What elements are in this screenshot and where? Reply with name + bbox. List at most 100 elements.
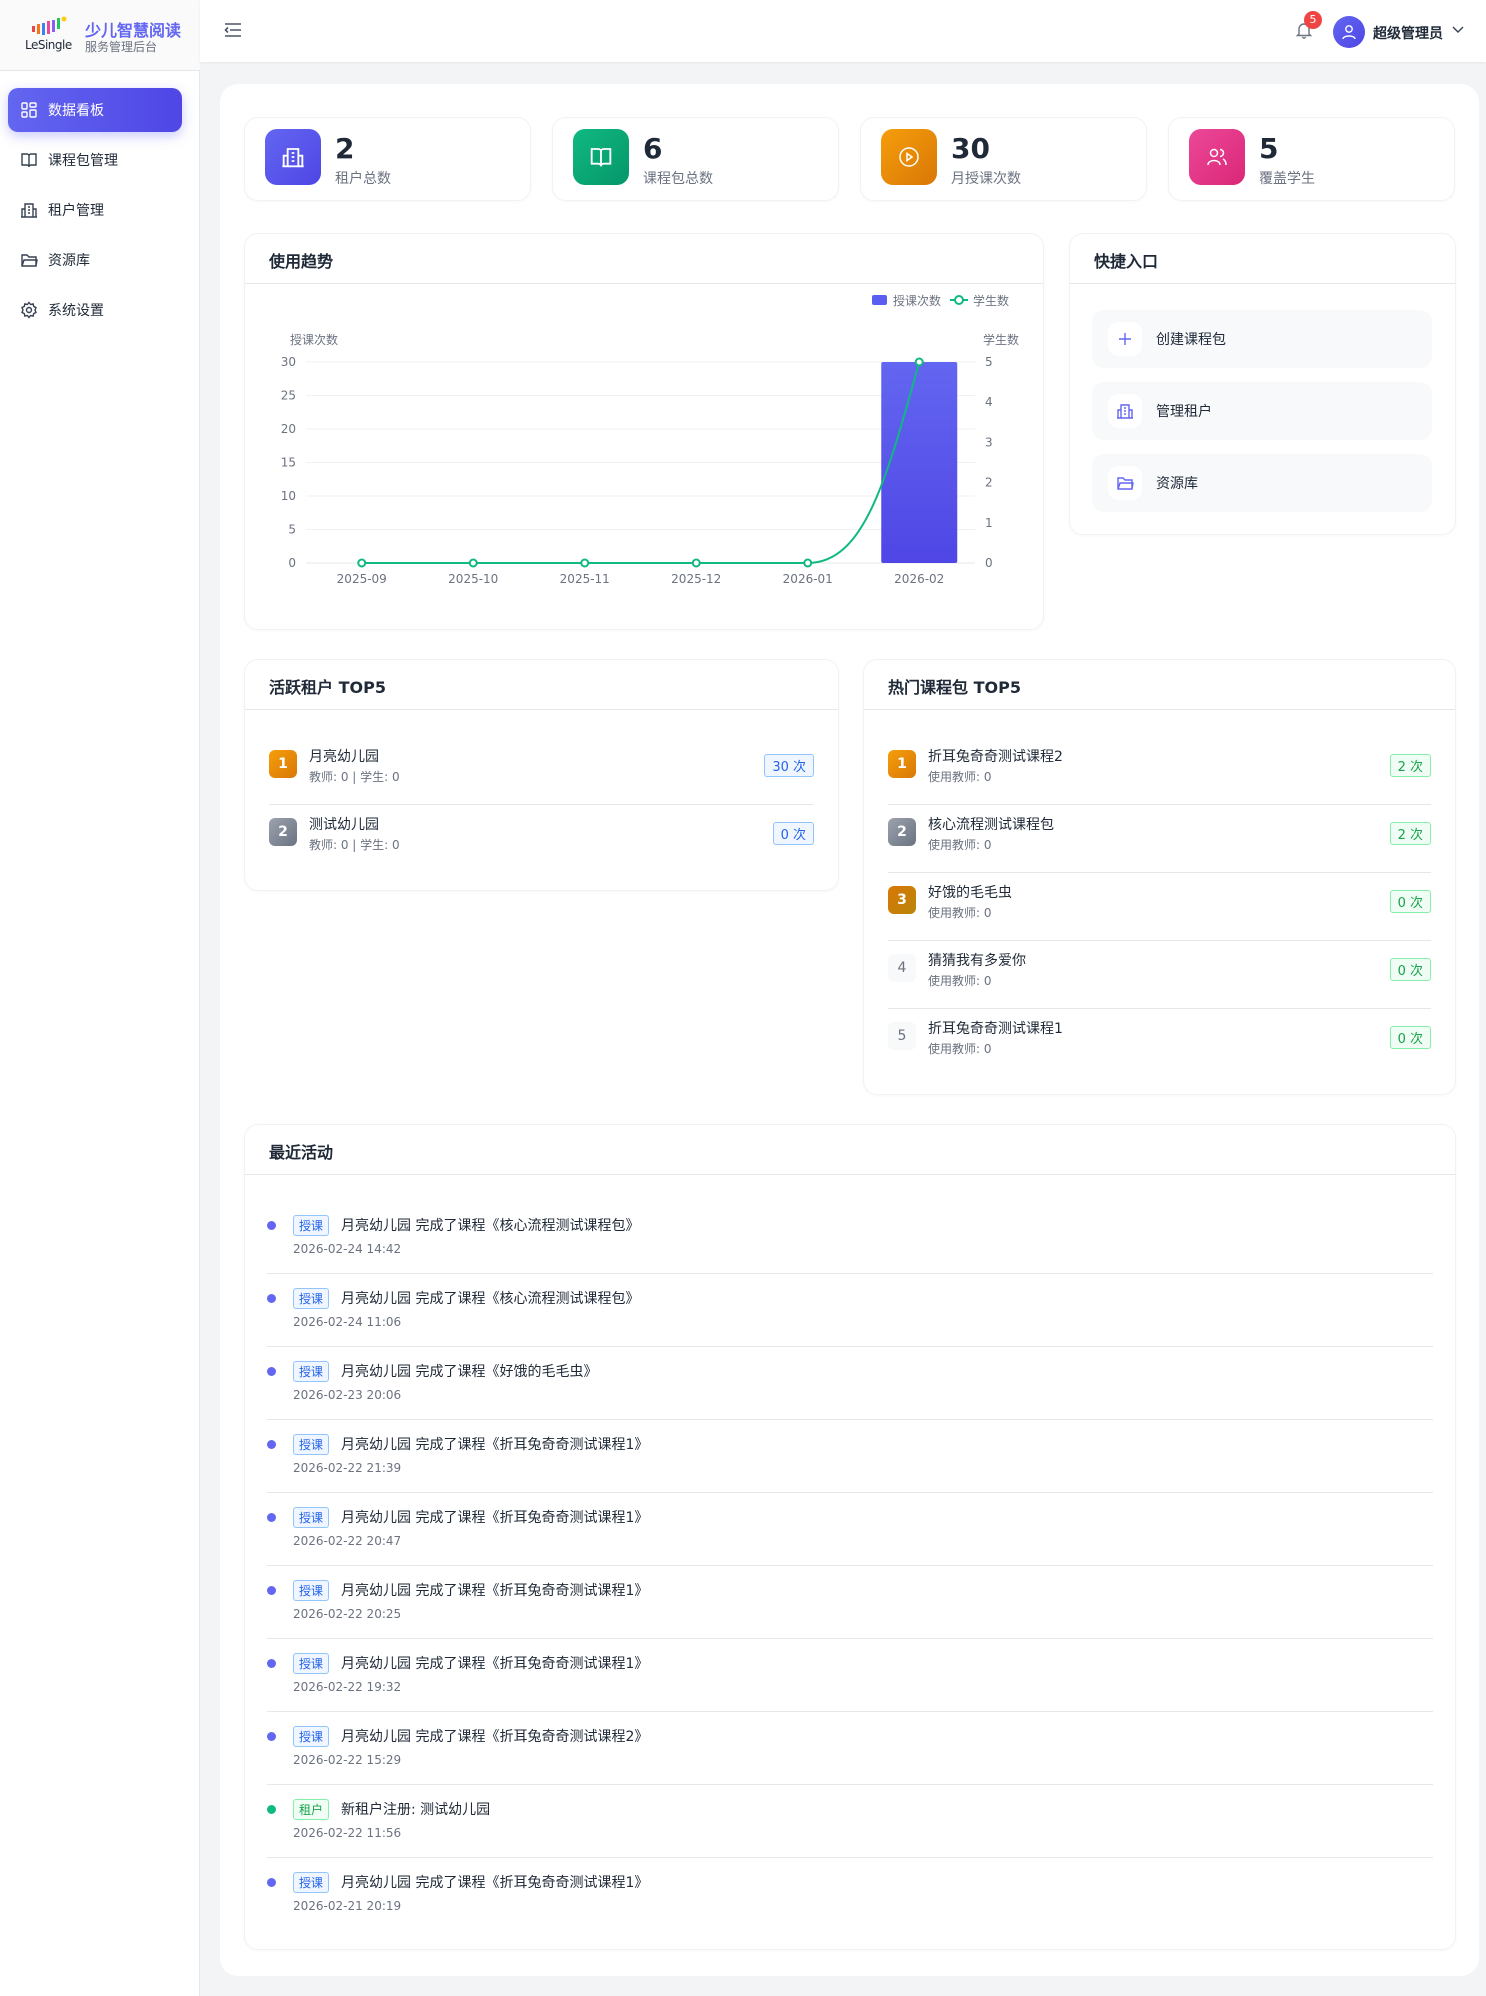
activity-tag: 租户: [293, 1799, 330, 1820]
y-axis-label-right: 学生数: [983, 332, 1019, 347]
item-name: 好饿的毛毛虫: [928, 885, 1012, 901]
folder-icon: [21, 254, 38, 267]
sidebar-item-2[interactable]: 租户管理: [8, 188, 182, 232]
sidebar-item-0[interactable]: 数据看板: [8, 88, 182, 132]
x-tick: 2026-01: [783, 572, 833, 586]
quick-entry-0[interactable]: 创建课程包: [1092, 310, 1432, 368]
x-tick: 2025-09: [337, 572, 387, 586]
item-name: 折耳兔奇奇测试课程1: [928, 1021, 1063, 1037]
count-tag: 0 次: [1389, 1026, 1431, 1049]
item-sub: 教师: 0 | 学生: 0: [309, 770, 400, 784]
count-tag: 30 次: [764, 754, 814, 777]
item-name: 测试幼儿园: [309, 817, 379, 833]
x-tick: 2025-11: [560, 572, 610, 586]
item-sub: 使用教师: 0: [928, 838, 992, 852]
rank-badge: 3: [888, 886, 916, 914]
folder-icon: [1117, 477, 1134, 490]
line-point: [914, 357, 924, 367]
recent-activity-card: 最近活动 授课 月亮幼儿园 完成了课程《核心流程测试课程包》 2026-02-24 …: [244, 1124, 1456, 1950]
rank-badge: 5: [888, 1022, 916, 1050]
sidebar: LeSingle 少儿智慧阅读 服务管理后台 数据看板课程包管理租户管理资源库系…: [0, 0, 200, 1996]
line-point: [357, 558, 367, 568]
activity-tag: 授课: [293, 1507, 330, 1528]
item-sub: 使用教师: 0: [928, 906, 992, 920]
y-tick-right: 5: [985, 355, 993, 369]
sidebar-item-3[interactable]: 资源库: [8, 238, 182, 282]
y-tick-left: 25: [281, 389, 296, 403]
activity-text: 月亮幼儿园 完成了课程《折耳兔奇奇测试课程1》: [341, 1875, 649, 1891]
building-icon: [21, 203, 37, 218]
sidebar-item-label: 课程包管理: [48, 153, 118, 169]
user-name[interactable]: 超级管理员: [1373, 26, 1443, 42]
activity-dot: [267, 1732, 276, 1741]
activity-item: 授课 月亮幼儿园 完成了课程《折耳兔奇奇测试课程1》 2026-02-22 20:2…: [267, 1566, 1433, 1639]
activity-time: 2026-02-22 19:32: [293, 1680, 402, 1694]
card-title: 快捷入口: [1094, 252, 1159, 271]
stat-value: 5: [1259, 132, 1279, 165]
stat-card: 2 租户总数: [244, 117, 531, 201]
stat-card: 30 月授课次数: [860, 117, 1147, 201]
quick-entry-2[interactable]: 资源库: [1092, 454, 1432, 512]
card-title: 活跃租户 TOP5: [269, 678, 386, 697]
quick-entry-label: 管理租户: [1156, 404, 1212, 420]
activity-text: 月亮幼儿园 完成了课程《折耳兔奇奇测试课程2》: [341, 1729, 649, 1745]
users-icon: [1207, 148, 1227, 166]
legend-swatch-bar: [872, 295, 887, 305]
stat-label: 租户总数: [335, 171, 391, 187]
activity-time: 2026-02-23 20:06: [293, 1388, 402, 1402]
item-sub: 使用教师: 0: [928, 1042, 992, 1056]
y-tick-right: 3: [985, 435, 993, 449]
logo-mark: [32, 16, 67, 35]
rank-badge: 1: [888, 750, 916, 778]
building-icon: [282, 148, 304, 168]
activity-text: 月亮幼儿园 完成了课程《核心流程测试课程包》: [341, 1291, 640, 1307]
activity-time: 2026-02-22 11:56: [293, 1826, 402, 1840]
dashboard-icon: [21, 102, 37, 118]
item-sub: 使用教师: 0: [928, 770, 992, 784]
x-tick: 2026-02: [894, 572, 944, 586]
sidebar-item-4[interactable]: 系统设置: [8, 288, 182, 332]
y-tick-left: 30: [281, 355, 296, 369]
line-point: [468, 558, 478, 568]
book-icon: [21, 153, 37, 168]
logo-area: LeSingle 少儿智慧阅读 服务管理后台: [0, 0, 200, 71]
quick-entry-1[interactable]: 管理租户: [1092, 382, 1432, 440]
activity-item: 租户 新租户注册: 测试幼儿园 2026-02-22 11:56: [267, 1785, 1433, 1858]
chevron-down-icon[interactable]: [1452, 26, 1464, 34]
activity-tag: 授课: [293, 1288, 330, 1309]
top-header: 5 超级管理员: [200, 0, 1486, 62]
item-sub: 教师: 0 | 学生: 0: [309, 838, 400, 852]
stat-icon-box: [1189, 129, 1245, 185]
count-tag: 0 次: [1389, 890, 1431, 913]
activity-item: 授课 月亮幼儿园 完成了课程《好饿的毛毛虫》 2026-02-23 20:06: [267, 1347, 1433, 1420]
activity-item: 授课 月亮幼儿园 完成了课程《折耳兔奇奇测试课程1》 2026-02-22 21:3…: [267, 1420, 1433, 1493]
y-tick-right: 0: [985, 556, 993, 570]
legend-label: 学生数: [973, 293, 1009, 308]
y-tick-left: 15: [281, 456, 296, 470]
gear-icon: [21, 301, 37, 319]
stat-value: 2: [335, 132, 355, 165]
y-tick-left: 5: [288, 523, 296, 537]
legend-swatch-point: [954, 295, 964, 305]
y-tick-right: 4: [985, 395, 993, 409]
sidebar-item-label: 数据看板: [48, 103, 104, 119]
card-title: 最近活动: [269, 1143, 334, 1162]
activity-item: 授课 月亮幼儿园 完成了课程《核心流程测试课程包》 2026-02-24 11:06: [267, 1274, 1433, 1347]
sidebar-item-label: 系统设置: [48, 303, 104, 319]
quick-entry-card: 快捷入口 创建课程包管理租户资源库: [1069, 233, 1456, 535]
stat-icon-box: [573, 129, 629, 185]
sidebar-item-1[interactable]: 课程包管理: [8, 138, 182, 182]
rank-badge: 4: [888, 954, 916, 982]
stat-icon-box: [881, 129, 937, 185]
y-tick-left: 10: [281, 489, 296, 503]
collapse-menu-icon[interactable]: [224, 22, 242, 38]
x-tick: 2025-12: [671, 572, 721, 586]
rank-badge: 2: [269, 818, 297, 846]
y-tick-right: 1: [985, 516, 993, 530]
legend-label: 授课次数: [893, 293, 941, 308]
avatar[interactable]: [1333, 16, 1365, 48]
activity-tag: 授课: [293, 1434, 330, 1455]
usage-trend-card: 使用趋势 0 5 10 15 20 25 30 0 1 2 3 4 5 授课次数 学生数 2025-09 202…: [244, 233, 1044, 630]
activity-time: 2026-02-21 20:19: [293, 1899, 402, 1913]
rank-badge: 2: [888, 818, 916, 846]
